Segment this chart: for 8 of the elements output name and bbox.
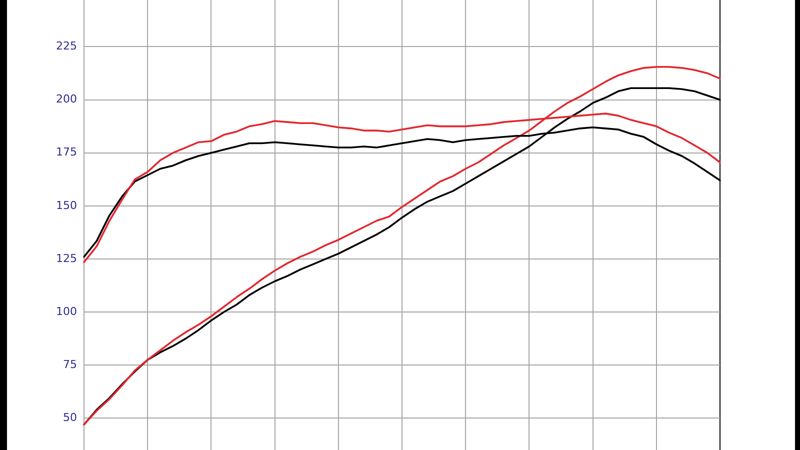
y-tick-label: 125: [56, 252, 77, 265]
y-tick-label: 50: [63, 411, 77, 424]
y-tick-label: 100: [56, 304, 77, 318]
y-tick-label: 75: [63, 358, 77, 371]
y-tick-label: 175: [56, 146, 77, 159]
y-tick-label: 150: [56, 198, 77, 212]
y-tick-label: 225: [56, 40, 77, 53]
y-tick-label: 200: [56, 92, 77, 106]
